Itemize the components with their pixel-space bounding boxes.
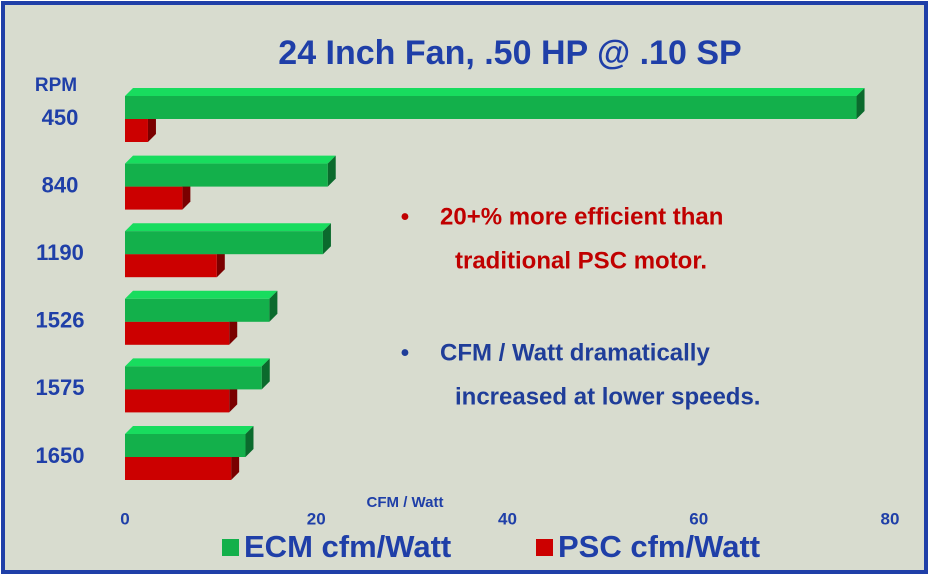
bar-side (856, 88, 865, 119)
bar-side (327, 155, 336, 187)
bar-top (125, 155, 336, 164)
bar-top (125, 290, 278, 299)
legend-label: PSC cfm/Watt (558, 529, 760, 564)
bar (125, 366, 262, 390)
bar-side (245, 426, 254, 457)
x-tick-label: 0 (120, 509, 129, 528)
x-axis-label: CFM / Watt (367, 494, 444, 511)
y-tick-label: 450 (42, 105, 79, 130)
bar (125, 96, 857, 119)
x-tick-label: 20 (307, 509, 326, 528)
annotation-text: 20+% more efficient than (440, 203, 723, 230)
bar (125, 231, 323, 255)
x-tick-label: 60 (689, 509, 708, 528)
bar-side (322, 223, 331, 255)
annotation-text: traditional PSC motor. (455, 247, 707, 274)
bar (125, 186, 183, 210)
bar (125, 298, 270, 322)
bar (125, 254, 217, 278)
y-tick-label: 840 (42, 172, 79, 197)
x-tick-label: 40 (498, 509, 517, 528)
y-tick-label: 1526 (36, 308, 85, 333)
bar-top (125, 88, 865, 96)
bar (125, 119, 148, 142)
annotation-bullet: • (401, 203, 409, 230)
bar-top (125, 426, 254, 434)
category-axis-label: RPM (35, 75, 77, 96)
annotation-text: increased at lower speeds. (455, 383, 760, 410)
y-tick-label: 1575 (36, 375, 85, 400)
y-tick-label: 1190 (36, 240, 84, 265)
bar-side (261, 358, 270, 390)
bar (125, 321, 230, 345)
bar-top (125, 358, 270, 367)
bar-top (125, 223, 331, 232)
legend-swatch (222, 539, 239, 556)
bar (125, 389, 230, 413)
chart-title: 24 Inch Fan, .50 HP @ .10 SP (278, 34, 741, 72)
y-tick-label: 1650 (36, 443, 85, 468)
annotation-bullet: • (401, 339, 409, 366)
legend-swatch (536, 539, 553, 556)
bar (125, 434, 246, 457)
bar-side (269, 290, 278, 322)
bar (125, 163, 328, 187)
annotation-text: CFM / Watt dramatically (440, 339, 710, 366)
legend-label: ECM cfm/Watt (244, 529, 451, 564)
bar (125, 457, 232, 480)
x-tick-label: 80 (881, 509, 900, 528)
